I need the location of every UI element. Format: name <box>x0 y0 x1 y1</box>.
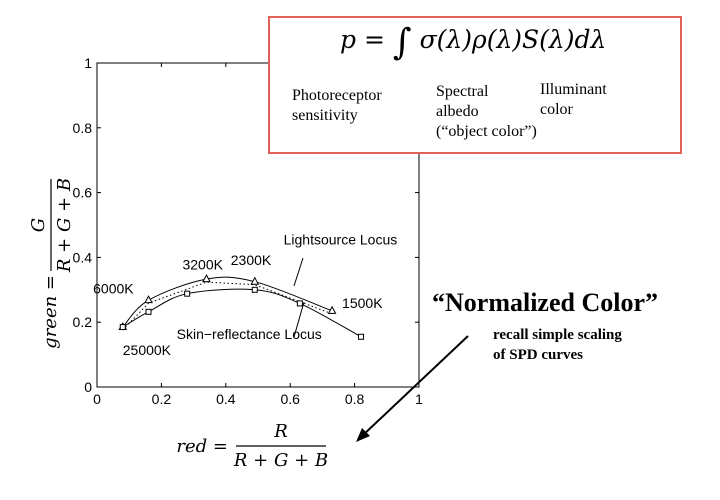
y-label-green: green = <box>40 275 61 349</box>
series-1-point-1 <box>145 308 152 315</box>
annotation-label: 25000K <box>123 342 172 358</box>
integral-sign: ∫ <box>392 22 412 63</box>
annotation-group: 6000K 3200K 2300K Lightsource Locus 1500K 250… <box>93 232 397 359</box>
y-tick-label: 0.6 <box>73 185 93 201</box>
series-dotted-0 <box>122 281 333 331</box>
series-0-point-4 <box>327 305 337 314</box>
normalized-arrow <box>361 335 469 437</box>
annotation-label: 3200K <box>182 256 223 272</box>
recall-line1: recall simple scaling <box>493 327 622 343</box>
formula-lhs: p = <box>340 25 385 54</box>
x-label-denominator: R + G + B <box>233 450 328 471</box>
y-tick-label: 1 <box>84 55 92 71</box>
series-1-point-3 <box>251 286 258 293</box>
term-illuminant-line1: Illuminant <box>540 81 607 98</box>
formula-rhs: σ(λ)ρ(λ)S(λ)dλ <box>419 25 607 54</box>
recall-note: recall simple scaling of SPD curves <box>493 325 622 365</box>
x-tick-label: 0.8 <box>345 391 365 407</box>
term-albedo-line1: Spectral <box>436 83 489 100</box>
term-illuminant: Illuminant color <box>540 80 607 120</box>
term-photoreceptor: Photoreceptor sensitivity <box>292 86 382 126</box>
x-tick-label: 1 <box>415 391 423 407</box>
normalized-color-title: “Normalized Color” <box>432 288 659 317</box>
x-tick-label: 0.4 <box>216 391 236 407</box>
x-tick-label: 0.6 <box>280 391 300 407</box>
x-axis-label: red = R R + G + B <box>176 421 328 471</box>
series-group <box>118 274 365 340</box>
annotation-label: 6000K <box>93 281 134 297</box>
x-label-numerator: R <box>273 421 288 442</box>
formula-box: p = ∫ σ(λ)ρ(λ)S(λ)dλ Photoreceptor sensi… <box>268 16 682 154</box>
term-albedo-line3: (“object color”) <box>436 123 537 140</box>
series-0-point-2 <box>202 274 211 283</box>
series-1-point-0 <box>119 324 126 331</box>
term-albedo-line2: albedo <box>436 103 479 120</box>
normalized-arrowhead <box>356 428 370 442</box>
recall-line2: of SPD curves <box>493 347 583 363</box>
series-0-point-1 <box>144 295 153 304</box>
y-axis-label: green = G R + G + B <box>28 178 75 349</box>
x-tick-label: 0 <box>93 391 101 407</box>
y-label-denominator: R + G + B <box>54 178 75 273</box>
axis-ticks: 0 0.2 0.4 0.6 0.8 1 0 0.2 0.4 0.6 0.8 1 <box>73 55 424 407</box>
term-albedo: Spectral albedo (“object color”) <box>436 82 537 142</box>
annotation-label: Lightsource Locus <box>284 232 398 248</box>
y-tick-label: 0 <box>84 379 92 395</box>
formula: p = ∫ σ(λ)ρ(λ)S(λ)dλ <box>340 22 606 63</box>
x-label-red: red = <box>176 436 228 457</box>
series-1-point-4 <box>296 300 303 307</box>
plot-frame <box>96 62 420 388</box>
skin-leader <box>293 301 305 338</box>
annotation-label: Skin−reflectance Locus <box>177 326 322 342</box>
lightsource-leader <box>293 257 304 287</box>
y-tick-label: 0.8 <box>73 120 93 136</box>
x-tick-label: 0.2 <box>152 391 172 407</box>
series-1-point-5 <box>358 333 365 340</box>
series-1-point-2 <box>184 290 191 297</box>
annotation-label: 1500K <box>342 295 383 311</box>
y-tick-label: 0.2 <box>73 314 93 330</box>
term-illuminant-line2: color <box>540 101 573 118</box>
term-photoreceptor-line1: Photoreceptor <box>292 87 382 104</box>
y-label-numerator: G <box>28 218 49 232</box>
y-tick-label: 0.4 <box>73 249 93 265</box>
annotation-label: 2300K <box>231 252 272 268</box>
term-photoreceptor-line2: sensitivity <box>292 107 358 124</box>
series-0-point-3 <box>250 276 260 285</box>
